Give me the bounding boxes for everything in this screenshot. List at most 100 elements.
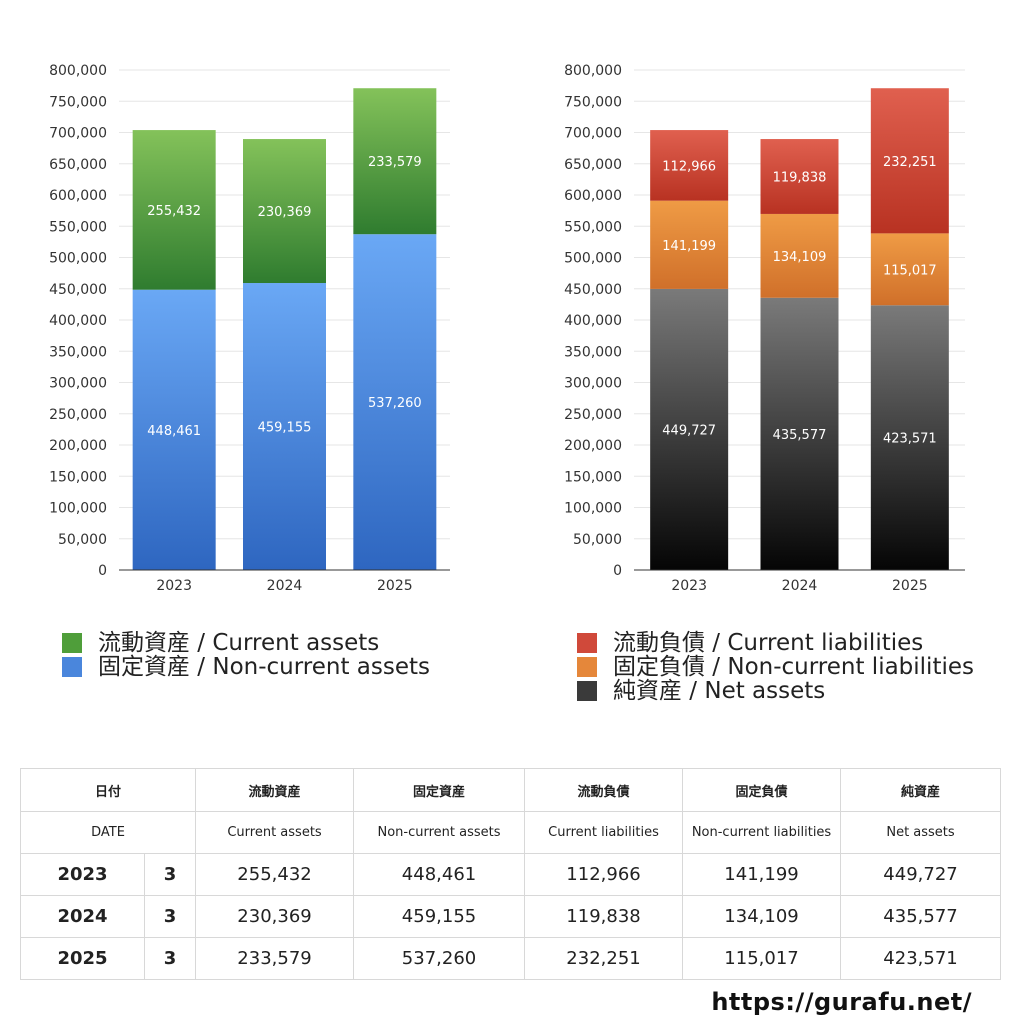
data-table: 日付 流動資産 固定資産 流動負債 固定負債 純資産 DATE Current …: [19, 768, 1002, 980]
cell-net-assets: 435,577: [840, 895, 1002, 938]
x-tick-label: 2024: [267, 578, 303, 594]
header-current-liabilities-jp: 流動負債: [524, 768, 684, 812]
cell-year: 2023: [20, 853, 145, 896]
y-tick-label: 150,000: [564, 469, 622, 485]
y-tick-label: 100,000: [564, 501, 622, 517]
legend-swatch: [62, 633, 82, 653]
legend-swatch: [577, 633, 597, 653]
bar-segment: [132, 289, 216, 570]
header-non-current-liabilities-jp: 固定負債: [682, 768, 842, 812]
cell-current-liabilities: 112,966: [524, 853, 684, 896]
bar-segment: [243, 283, 326, 570]
data-label: 255,432: [147, 204, 201, 219]
y-tick-label: 50,000: [573, 532, 622, 548]
y-tick-label: 250,000: [49, 407, 107, 423]
table-header-row-en: DATE Current assets Non-current assets C…: [19, 811, 1002, 854]
y-tick-label: 400,000: [564, 313, 622, 329]
bar-segment: [870, 88, 949, 234]
y-tick-label: 700,000: [564, 126, 622, 142]
y-tick-label: 300,000: [49, 376, 107, 392]
header-date-en: DATE: [19, 811, 197, 854]
header-current-liabilities-en: Current liabilities: [524, 811, 684, 854]
y-tick-label: 200,000: [564, 438, 622, 454]
y-tick-label: 500,000: [49, 251, 107, 267]
legend-swatch: [62, 657, 82, 677]
bar-segment: [353, 88, 437, 235]
cell-current-liabilities: 119,838: [524, 895, 684, 938]
cell-month: 3: [143, 937, 197, 980]
y-tick-label: 350,000: [49, 344, 107, 360]
legend-swatch: [577, 681, 597, 701]
x-tick-label: 2025: [892, 578, 928, 594]
bar-segment: [760, 213, 839, 298]
table-row: 2025 3 233,579 537,260 232,251 115,017 4…: [20, 937, 1002, 980]
cell-non-current-liabilities: 141,199: [682, 853, 842, 896]
data-label: 423,571: [883, 432, 937, 447]
y-tick-label: 250,000: [564, 407, 622, 423]
header-date-jp: 日付: [19, 768, 197, 812]
data-label: 449,727: [662, 423, 716, 438]
cell-current-assets: 230,369: [195, 895, 355, 938]
y-tick-label: 650,000: [564, 157, 622, 173]
cell-net-assets: 449,727: [840, 853, 1002, 896]
charts-area: 0 50,000 100,000 150,000 200,000 250,000 300,0…: [49, 63, 965, 594]
header-current-assets-jp: 流動資産: [195, 768, 355, 812]
y-tick-label: 300,000: [564, 376, 622, 392]
site-url: https://gurafu.net/: [711, 988, 972, 1016]
header-net-assets-en: Net assets: [840, 811, 1002, 854]
table-header-row-jp: 日付 流動資産 固定資産 流動負債 固定負債 純資産: [19, 768, 1002, 812]
y-tick-label: 800,000: [49, 63, 107, 79]
legend-item-current-assets: 流動資産 / Current assets: [62, 631, 430, 655]
bar-segment: [870, 305, 949, 570]
cell-non-current-liabilities: 115,017: [682, 937, 842, 980]
cell-month: 3: [143, 853, 197, 896]
legend-item-non-current-liabilities: 固定負債 / Non-current liabilities: [577, 655, 974, 679]
cell-non-current-assets: 459,155: [353, 895, 526, 938]
data-label: 230,369: [258, 205, 312, 220]
chart-assets: 0 50,000 100,000 150,000 200,000 250,000 300,0…: [49, 63, 450, 594]
cell-non-current-liabilities: 134,109: [682, 895, 842, 938]
cell-non-current-assets: 537,260: [353, 937, 526, 980]
cell-current-assets: 233,579: [195, 937, 355, 980]
cell-year: 2025: [20, 937, 145, 980]
data-label: 233,579: [368, 155, 422, 170]
y-tick-label: 50,000: [58, 532, 107, 548]
y-tick-label: 600,000: [564, 188, 622, 204]
bar-segment: [243, 139, 326, 284]
cell-year: 2024: [20, 895, 145, 938]
bar-segment: [132, 130, 216, 290]
y-tick-label: 100,000: [49, 501, 107, 517]
y-tick-label: 450,000: [564, 282, 622, 298]
legend-label: 固定負債 / Non-current liabilities: [613, 654, 974, 680]
legend-label: 流動資産 / Current assets: [98, 630, 380, 656]
bar-segment: [760, 139, 839, 214]
legend-item-non-current-assets: 固定資産 / Non-current assets: [62, 655, 430, 679]
cell-current-assets: 255,432: [195, 853, 355, 896]
data-label: 435,577: [773, 428, 827, 443]
table-row: 2024 3 230,369 459,155 119,838 134,109 4…: [20, 895, 1002, 938]
header-non-current-liabilities-en: Non-current liabilities: [682, 811, 842, 854]
table-row: 2023 3 255,432 448,461 112,966 141,199 4…: [20, 853, 1002, 896]
cell-current-liabilities: 232,251: [524, 937, 684, 980]
bar-segment: [650, 130, 729, 201]
y-tick-label: 350,000: [564, 344, 622, 360]
data-label: 134,109: [773, 250, 827, 265]
y-tick-label: 750,000: [564, 94, 622, 110]
y-tick-label: 0: [98, 563, 107, 579]
data-label: 232,251: [883, 155, 937, 170]
x-tick-label: 2023: [156, 578, 192, 594]
legend-label: 固定資産 / Non-current assets: [98, 654, 431, 680]
y-tick-label: 0: [613, 563, 622, 579]
legend-label: 流動負債 / Current liabilities: [613, 630, 924, 656]
y-tick-label: 200,000: [49, 438, 107, 454]
y-tick-label: 550,000: [564, 219, 622, 235]
bar-segment: [353, 234, 437, 570]
y-tick-label: 750,000: [49, 94, 107, 110]
cell-net-assets: 423,571: [840, 937, 1002, 980]
y-tick-label: 500,000: [564, 251, 622, 267]
bar-segment: [650, 288, 729, 570]
y-tick-label: 550,000: [49, 219, 107, 235]
data-label: 537,260: [368, 396, 422, 411]
data-label: 448,461: [147, 424, 201, 439]
legend-item-current-liabilities: 流動負債 / Current liabilities: [577, 631, 974, 655]
